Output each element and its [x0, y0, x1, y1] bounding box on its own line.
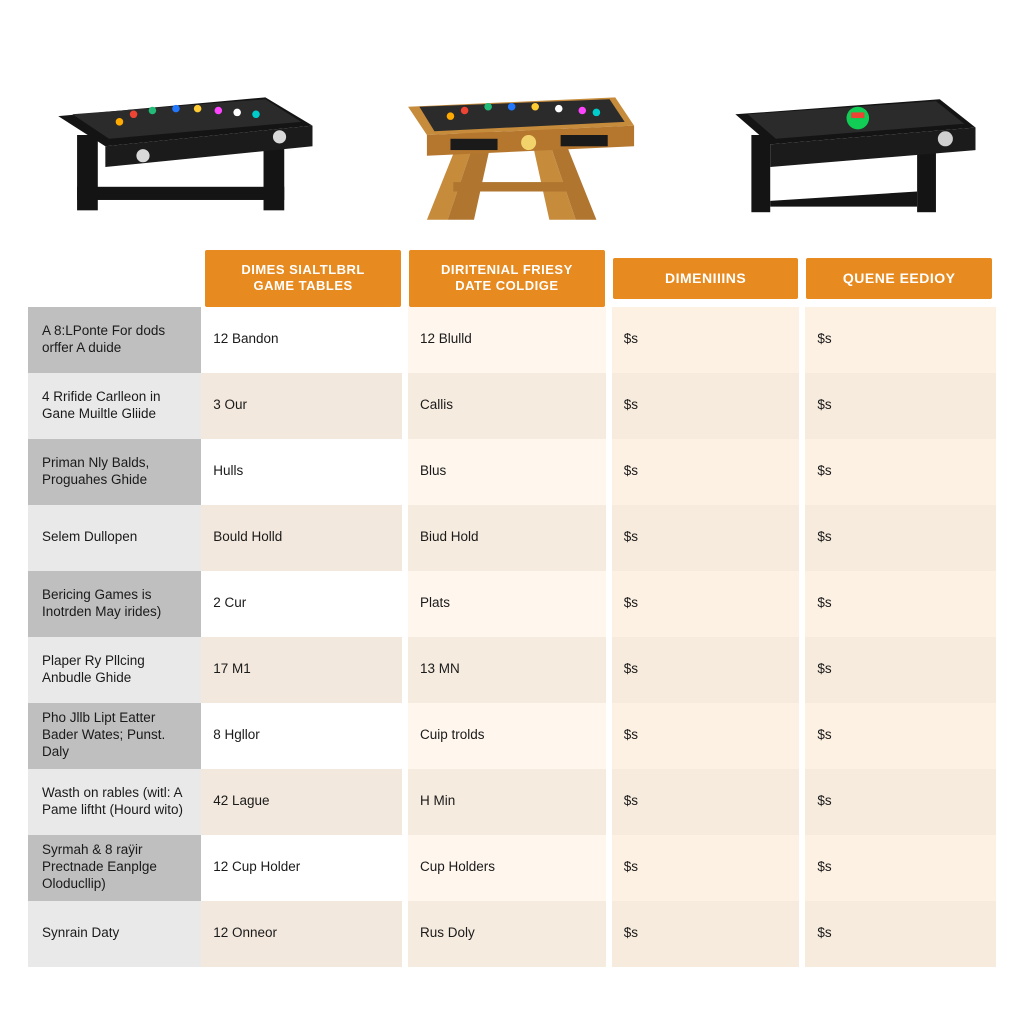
row-label: Syrmah & 8 raÿir Prectnade Eanplge Olodu… — [28, 835, 201, 901]
cell: $s — [609, 637, 803, 703]
cell: 13 MN — [405, 637, 609, 703]
cell: $s — [802, 373, 996, 439]
cell: 8 Hgllor — [201, 703, 405, 769]
header-label: DIMENIIINS — [613, 258, 799, 300]
header-col1: DIMES SIALTLBRL GAME TABLES — [201, 250, 405, 307]
cell: 12 Blulld — [405, 307, 609, 373]
cell: Cup Holders — [405, 835, 609, 901]
cell: 2 Cur — [201, 571, 405, 637]
table-row: Syrmah & 8 raÿir Prectnade Eanplge Olodu… — [28, 835, 996, 901]
table-row: Selem DullopenBould HolldBiud Hold$s$s — [28, 505, 996, 571]
product-image-2 — [361, 20, 662, 250]
row-label: Pho Jllb Lipt Eatter Bader Wates; Punst.… — [28, 703, 201, 769]
header-col2: DIRITENIAL FRIESY DATE COLDIGE — [405, 250, 609, 307]
cell: H Min — [405, 769, 609, 835]
cell: Cuip trolds — [405, 703, 609, 769]
cell: 3 Our — [201, 373, 405, 439]
game-table-icon — [361, 35, 662, 235]
row-label: Plaper Ry Pllcing Anbudle Ghide — [28, 637, 201, 703]
table-row: A 8:LPonte For dods orffer A duide12 Ban… — [28, 307, 996, 373]
header-row: DIMES SIALTLBRL GAME TABLES DIRITENIAL F… — [28, 250, 996, 307]
table-row: Pho Jllb Lipt Eatter Bader Wates; Punst.… — [28, 703, 996, 769]
cell: $s — [609, 901, 803, 967]
table-body: A 8:LPonte For dods orffer A duide12 Ban… — [28, 307, 996, 967]
header-label: DIRITENIAL FRIESY DATE COLDIGE — [409, 250, 605, 307]
table-row: 4 Rrifide Carlleon in Gane Muiltle Gliid… — [28, 373, 996, 439]
cell: $s — [802, 901, 996, 967]
row-label: Bericing Games is Inotrden May irides) — [28, 571, 201, 637]
cell: Bould Holld — [201, 505, 405, 571]
cell: $s — [609, 703, 803, 769]
table-row: Synrain Daty12 OnneorRus Doly$s$s — [28, 901, 996, 967]
product-image-1 — [30, 20, 331, 250]
cell: $s — [802, 835, 996, 901]
row-label: Synrain Daty — [28, 901, 201, 967]
header-empty — [28, 250, 201, 307]
cell: $s — [609, 505, 803, 571]
header-col4: QUENE EEDIOY — [802, 250, 996, 307]
cell: Biud Hold — [405, 505, 609, 571]
table-row: Bericing Games is Inotrden May irides)2 … — [28, 571, 996, 637]
header-label: QUENE EEDIOY — [806, 258, 992, 300]
cell: $s — [802, 703, 996, 769]
cell: $s — [802, 637, 996, 703]
cell: 12 Cup Holder — [201, 835, 405, 901]
row-label: Wasth on rables (witl: A Pame liftht (Ho… — [28, 769, 201, 835]
cell: Plats — [405, 571, 609, 637]
cell: Blus — [405, 439, 609, 505]
cell: $s — [609, 373, 803, 439]
cell: $s — [802, 505, 996, 571]
game-table-icon — [693, 35, 994, 235]
cell: Hulls — [201, 439, 405, 505]
cell: $s — [802, 769, 996, 835]
cell: $s — [802, 571, 996, 637]
header-label: DIMES SIALTLBRL GAME TABLES — [205, 250, 401, 307]
cell: $s — [802, 307, 996, 373]
cell: 17 M1 — [201, 637, 405, 703]
cell: 12 Bandon — [201, 307, 405, 373]
row-label: A 8:LPonte For dods orffer A duide — [28, 307, 201, 373]
product-image-3 — [693, 20, 994, 250]
comparison-table: DIMES SIALTLBRL GAME TABLES DIRITENIAL F… — [28, 250, 996, 967]
cell: $s — [609, 835, 803, 901]
cell: Rus Doly — [405, 901, 609, 967]
cell: $s — [609, 571, 803, 637]
page: DIMES SIALTLBRL GAME TABLES DIRITENIAL F… — [0, 0, 1024, 1024]
table-row: Priman Nly Balds, Proguahes GhideHullsBl… — [28, 439, 996, 505]
row-label: Selem Dullopen — [28, 505, 201, 571]
row-label: 4 Rrifide Carlleon in Gane Muiltle Gliid… — [28, 373, 201, 439]
cell: 12 Onneor — [201, 901, 405, 967]
cell: $s — [609, 439, 803, 505]
cell: $s — [609, 307, 803, 373]
row-label: Priman Nly Balds, Proguahes Ghide — [28, 439, 201, 505]
header-col3: DIMENIIINS — [609, 250, 803, 307]
product-gallery — [0, 0, 1024, 250]
game-table-icon — [30, 35, 331, 235]
cell: $s — [802, 439, 996, 505]
cell: Callis — [405, 373, 609, 439]
cell: $s — [609, 769, 803, 835]
table-row: Wasth on rables (witl: A Pame liftht (Ho… — [28, 769, 996, 835]
cell: 42 Lague — [201, 769, 405, 835]
table-row: Plaper Ry Pllcing Anbudle Ghide17 M113 M… — [28, 637, 996, 703]
comparison-table-wrapper: DIMES SIALTLBRL GAME TABLES DIRITENIAL F… — [0, 250, 1024, 1024]
